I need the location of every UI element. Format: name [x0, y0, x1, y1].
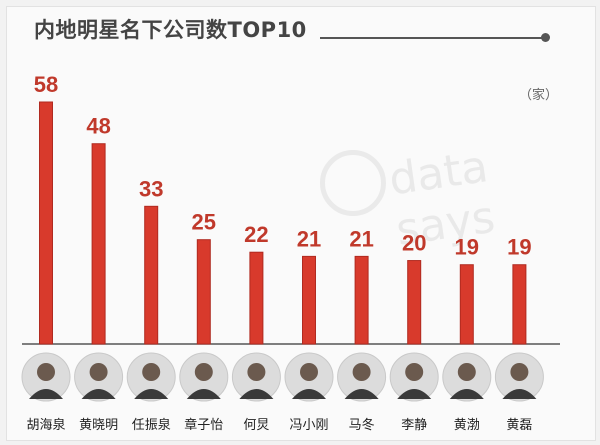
- category-label: 章子怡: [184, 417, 223, 433]
- bar-value-label: 48: [86, 114, 110, 139]
- avatar-body-icon: [134, 389, 169, 399]
- bar-value-label: 19: [507, 235, 531, 260]
- avatar-body-icon: [344, 389, 379, 399]
- avatar-head-icon: [510, 363, 529, 381]
- avatar-body-icon: [186, 389, 221, 399]
- bar: [39, 101, 53, 345]
- category-label: 胡海泉: [26, 417, 65, 433]
- category-label: 黄渤: [454, 417, 480, 433]
- bar: [144, 205, 159, 345]
- avatar-head-icon: [405, 363, 424, 381]
- avatar-body-icon: [81, 389, 116, 399]
- bar-value-label: 21: [349, 226, 373, 251]
- avatar-head-icon: [300, 363, 318, 381]
- bar: [196, 239, 211, 345]
- bar-value-label: 33: [139, 176, 163, 201]
- category-label: 黄晓明: [79, 418, 118, 433]
- category-label: 黄磊: [506, 418, 532, 433]
- bar-value-label: 25: [192, 210, 216, 235]
- title-rule-dot: [541, 33, 550, 42]
- unit-label: （家）: [518, 88, 558, 103]
- category-label: 何炅: [243, 417, 269, 433]
- category-label: 马冬: [349, 417, 375, 433]
- bar-value-label: 19: [455, 235, 479, 260]
- bar-value-label: 21: [297, 226, 321, 251]
- bar: [91, 143, 106, 345]
- bar: [407, 260, 422, 345]
- avatar-body-icon: [502, 389, 537, 399]
- avatar-head-icon: [89, 363, 108, 381]
- title-rule: [320, 37, 542, 39]
- avatar-body-icon: [292, 389, 326, 399]
- bar: [302, 255, 316, 345]
- avatar-body-icon: [239, 389, 274, 399]
- watermark-logo-icon: [320, 150, 386, 216]
- category-label: 李静: [401, 418, 427, 433]
- bar-value-label: 22: [244, 222, 268, 247]
- bar: [354, 255, 369, 345]
- bar-value-label: 20: [402, 231, 426, 256]
- bar: [249, 251, 264, 345]
- avatar-body-icon: [449, 389, 484, 399]
- avatar-body-icon: [29, 389, 63, 399]
- chart-title: 内地明星名下公司数TOP10: [34, 18, 307, 42]
- category-label: 冯小刚: [289, 418, 328, 433]
- avatar-body-icon: [397, 389, 432, 399]
- avatar-head-icon: [37, 363, 55, 381]
- avatar-head-icon: [457, 363, 476, 381]
- bar: [512, 264, 527, 345]
- category-label: 任振泉: [132, 417, 171, 433]
- avatar-head-icon: [194, 363, 213, 381]
- bar-value-label: 58: [34, 72, 58, 97]
- avatar-head-icon: [247, 363, 266, 381]
- avatar-head-icon: [142, 363, 161, 381]
- bar: [459, 264, 474, 345]
- avatar-head-icon: [352, 363, 371, 381]
